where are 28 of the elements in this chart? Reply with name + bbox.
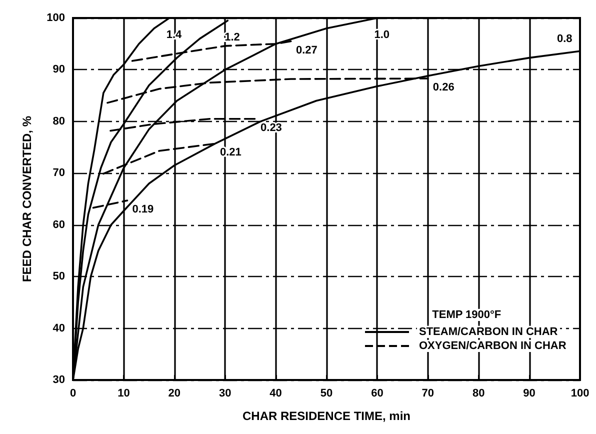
x-axis-title: CHAR RESIDENCE TIME, min [242,409,411,423]
x-tick-label: 90 [523,388,536,400]
series-label: 0.19 [132,204,154,216]
x-tick-label: 0 [70,388,76,400]
y-tick-label: 40 [52,322,65,334]
x-tick-label: 50 [320,388,333,400]
y-tick-label: 80 [52,115,65,128]
y-tick-label: 30 [52,374,65,386]
y-tick-label: 70 [52,167,65,180]
x-tick-label: 80 [472,388,485,400]
y-tick-label: 100 [46,12,65,24]
series-label: 0.26 [432,82,454,94]
x-tick-label: 10 [118,388,130,400]
x-tick-label: 30 [218,388,232,400]
annotation: STEAM/CARBON IN CHAR [417,326,560,338]
x-tick-label: 40 [270,388,282,400]
y-tick-label: 60 [52,218,65,231]
y-tick-label: 50 [52,270,65,283]
series-label: 0.27 [296,44,318,56]
x-tick-label: 20 [168,388,181,400]
x-tick-label: 70 [422,388,434,400]
y-tick-label: 90 [52,64,65,76]
y-axis-title: FEED CHAR CONVERTED, % [20,116,34,282]
annotation: OXYGEN/CARBON IN CHAR [417,340,568,352]
x-tick-label: 100 [570,388,590,400]
x-tick-label: 60 [371,388,384,400]
legend-title: TEMP 1900°F [430,309,504,321]
series-label: 0.8 [557,33,572,46]
